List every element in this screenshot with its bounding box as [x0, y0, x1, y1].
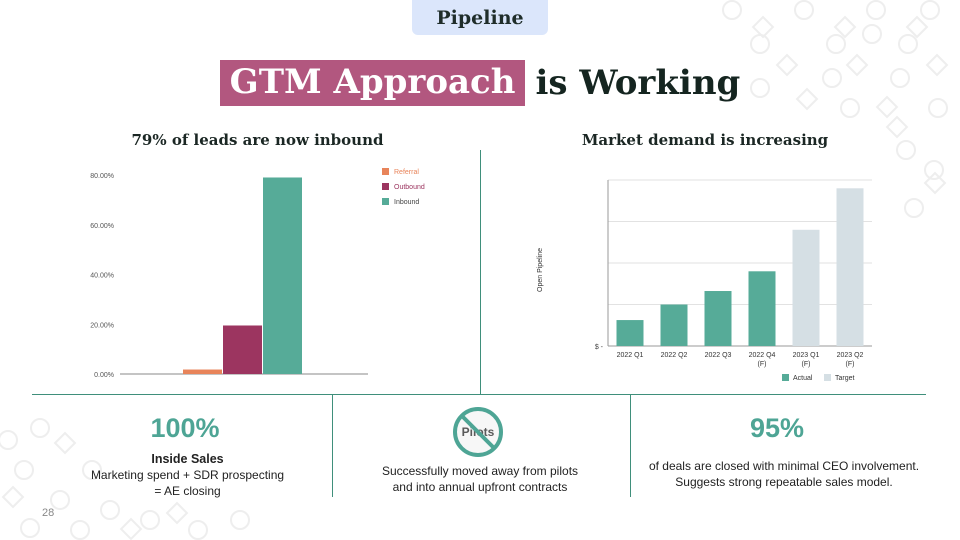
vertical-divider-bottom-right: [630, 395, 631, 497]
left-chart-subtitle: 79% of leads are now inbound: [131, 131, 384, 149]
y-tick-label: 60.00%: [90, 223, 114, 230]
x-tick-label: 2022 Q2: [661, 352, 688, 359]
x-tick-label: 2022 Q3: [705, 352, 732, 359]
page-number: 28: [42, 507, 55, 519]
stat-ceo-line2: Suggests strong repeatable sales model.: [675, 475, 893, 489]
legend-swatch-outbound: [382, 183, 389, 190]
legend-label-referral: Referral: [394, 169, 419, 176]
y-axis-label: Open Pipeline: [537, 248, 544, 292]
legend-swatch-actual: [782, 374, 789, 381]
x-tick-label: 2022 Q1: [617, 352, 644, 359]
section-tag: Pipeline: [412, 0, 548, 35]
x-tick-label: 2023 Q2: [837, 352, 864, 359]
stat-inside-sales-line2: = AE closing: [154, 484, 221, 498]
bar-3: [704, 291, 732, 346]
stat-pilots-line2: and into annual upfront contracts: [392, 480, 568, 494]
legend-label-outbound: Outbound: [394, 184, 425, 191]
legend-swatch-target: [824, 374, 831, 381]
vertical-divider-top: [480, 150, 481, 394]
legend-label-target: Target: [835, 375, 855, 382]
bar-6: [836, 188, 864, 346]
y-tick-label: 0.00%: [94, 372, 114, 379]
stat-inside-sales-text: Inside Sales Marketing spend + SDR prosp…: [80, 451, 295, 499]
stat-ceo-value: 95%: [749, 413, 805, 443]
bar-inbound: [263, 177, 302, 374]
stat-ceo-line1: of deals are closed with minimal CEO inv…: [648, 459, 920, 473]
y-tick-label: $ -: [595, 344, 604, 351]
x-tick-label: (F): [758, 361, 767, 368]
bar-4: [748, 271, 776, 346]
legend-label-actual: Actual: [793, 375, 813, 382]
x-tick-label: 2022 Q4: [749, 352, 776, 359]
legend-swatch-referral: [382, 168, 389, 175]
title-rest: is Working: [535, 63, 741, 103]
stat-ceo-text: of deals are closed with minimal CEO inv…: [636, 458, 932, 490]
stat-pilots-line1: Successfully moved away from pilots: [381, 464, 579, 478]
right-chart-subtitle: Market demand is increasing: [581, 131, 829, 149]
lead-source-chart: 80.00% 60.00% 40.00% 20.00% 0.00% Referral Out…: [90, 168, 425, 379]
y-tick-label: 20.00%: [90, 322, 114, 329]
bar-outbound: [223, 325, 262, 374]
no-pilots-icon: Pilots: [453, 407, 503, 457]
stat-inside-sales-title: Inside Sales: [151, 452, 224, 466]
stat-inside-sales-value: 100%: [150, 413, 220, 443]
bar-2: [660, 304, 688, 346]
x-tick-label: 2023 Q1: [793, 352, 820, 359]
bar-5: [792, 229, 820, 346]
y-tick-label: 80.00%: [90, 173, 114, 180]
legend-swatch-inbound: [382, 198, 389, 205]
y-tick-label: 40.00%: [90, 273, 114, 280]
bar-1: [616, 320, 644, 346]
stat-inside-sales-line1: Marketing spend + SDR prospecting: [90, 468, 285, 482]
x-tick-label: (F): [802, 361, 811, 368]
vertical-divider-bottom-left: [332, 395, 333, 497]
horizontal-divider: [32, 394, 926, 395]
stat-pilots-text: Successfully moved away from pilots and …: [362, 463, 598, 495]
legend-label-inbound: Inbound: [394, 199, 419, 206]
page-title: GTM Approach is Working: [0, 58, 960, 108]
x-tick-label: (F): [846, 361, 855, 368]
title-highlight: GTM Approach: [219, 60, 526, 106]
pipeline-chart: $ - Open Pipeline 2022 Q1 2022 Q2 2022 Q3 202…: [537, 179, 872, 382]
bar-referral: [183, 369, 222, 374]
